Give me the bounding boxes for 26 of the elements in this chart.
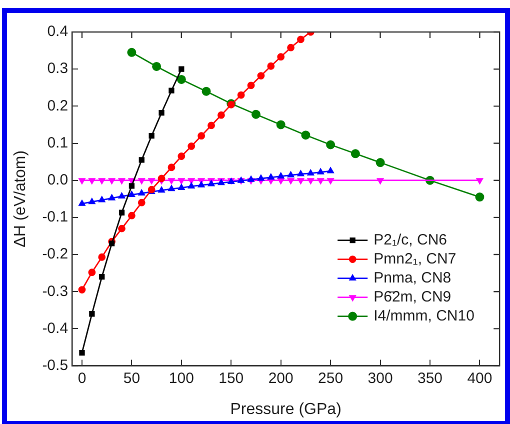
x-tick-label: 100 [168, 370, 194, 387]
legend-label: I4/mmm, CN10 [374, 307, 474, 324]
legend-label: P6̄2m, CN9 [374, 288, 452, 306]
y-tick-label: 0.3 [47, 60, 68, 78]
x-tick-label: 0 [78, 370, 86, 387]
x-tick-label: 50 [123, 370, 140, 387]
y-tick-label: 0.0 [47, 171, 68, 188]
y-tick-label: -0.4 [42, 320, 68, 337]
x-tick-label: 350 [417, 370, 443, 387]
x-axis-title: Pressure (GPa) [230, 400, 342, 418]
y-tick-label: -0.3 [42, 282, 68, 300]
x-tick-label: 200 [268, 370, 294, 387]
legend-label: Pnma, CN8 [374, 269, 452, 286]
y-tick-label: 0.1 [47, 134, 68, 152]
y-tick-label: -0.2 [42, 246, 68, 263]
x-tick-label: 400 [467, 370, 492, 387]
x-tick-label: 150 [218, 370, 244, 387]
y-tick-label: 0.2 [47, 97, 68, 114]
y-tick-label: -0.1 [42, 208, 68, 226]
x-tick-label: 250 [318, 370, 344, 387]
legend-label: P2₁/c, CN6 [374, 231, 448, 248]
legend-label: Pmn2₁, CN7 [374, 250, 456, 268]
y-axis-title: ΔH (eV/atom) [12, 150, 30, 248]
y-tick-label: -0.5 [42, 356, 68, 374]
y-tick-label: 0.4 [47, 23, 68, 40]
x-tick-label: 300 [368, 370, 393, 387]
